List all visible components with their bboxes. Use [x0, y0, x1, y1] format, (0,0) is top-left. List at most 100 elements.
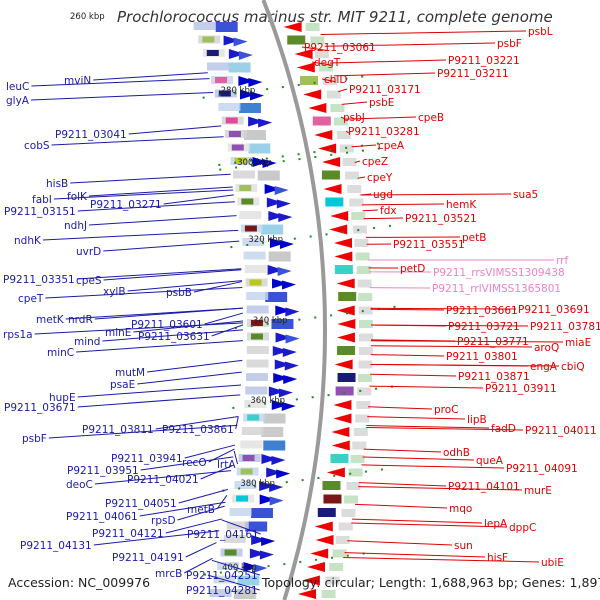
gene-label-left: P9211_03601	[131, 319, 203, 331]
gene-box	[352, 225, 367, 234]
leader-line	[233, 450, 239, 465]
leader-line	[341, 101, 368, 105]
gene-box	[261, 224, 284, 235]
leader-line	[354, 160, 361, 164]
leader-line	[45, 286, 243, 299]
scale-label: 340 kbp	[253, 316, 288, 326]
gene-label-right: P9211_03171	[349, 84, 421, 96]
leader-line	[370, 373, 457, 377]
gene-box	[243, 130, 266, 140]
gene-arrow	[279, 240, 294, 249]
gene-box	[352, 441, 367, 450]
gene-arrow	[308, 103, 327, 113]
gene-box	[242, 455, 255, 461]
gene-arrow	[306, 562, 325, 572]
leader-line	[177, 505, 225, 521]
gene-arrow	[273, 373, 290, 383]
right-label-leaders	[301, 30, 564, 563]
gene-box	[357, 279, 372, 288]
gene-arrow	[274, 186, 289, 195]
gene-box	[342, 158, 357, 166]
leader-line	[204, 312, 244, 325]
gene-arrow	[303, 89, 322, 100]
gene-box	[337, 373, 356, 382]
gene-arrow	[259, 481, 276, 491]
gene-box	[358, 320, 373, 328]
gene-box	[354, 239, 369, 247]
gene-box	[344, 495, 359, 504]
map-title: Prochlorococcus marinus str. MIT 9211, c…	[117, 8, 553, 26]
gene-box	[242, 238, 265, 246]
gene-box	[244, 225, 257, 232]
leader-line	[361, 464, 505, 469]
leader-line	[53, 189, 234, 200]
leader-line	[163, 194, 234, 205]
gene-box	[337, 346, 356, 355]
gene-box	[335, 536, 350, 544]
gene-arrow	[268, 386, 285, 397]
gene-box	[246, 359, 269, 368]
gene-arrow	[259, 494, 276, 505]
gene-label-right: P9211_04011	[525, 425, 597, 437]
gene-box	[232, 170, 255, 179]
gene-label-right: psbL	[528, 26, 553, 38]
gene-label-right: psbE	[369, 97, 394, 109]
gene-box	[355, 252, 370, 261]
gene-label-left: leuC	[6, 81, 29, 93]
gene-box	[229, 508, 252, 516]
gene-label-left: P9211_04161	[187, 529, 259, 541]
gene-label-left: hupE	[49, 392, 76, 404]
gene-box	[234, 158, 247, 164]
leader-line	[127, 280, 243, 292]
gene-label-left: P9211_04251	[186, 570, 258, 582]
leader-line	[360, 193, 512, 196]
gene-label-right: ubiE	[541, 557, 564, 569]
gene-box	[265, 292, 288, 302]
gene-box	[228, 131, 241, 137]
gene-box	[202, 36, 215, 43]
gene-label-right: P9211_04101	[448, 481, 520, 493]
gene-box	[243, 251, 266, 260]
gene-label-left: recO	[182, 457, 207, 469]
leader-line	[211, 324, 244, 337]
gene-box	[263, 440, 286, 451]
gene-label-right: P9211_03211	[437, 68, 509, 80]
gene-arrow	[281, 402, 296, 411]
gene-box	[349, 198, 364, 207]
gene-label-left: minE	[105, 327, 131, 339]
gene-box	[244, 400, 267, 408]
gene-box	[215, 22, 238, 32]
gene-label-left: P9211_04051	[105, 498, 177, 510]
gene-arrow	[334, 359, 353, 370]
gene-arrow	[284, 361, 299, 371]
gene-label-right: cpeY	[367, 172, 393, 184]
scale-tick	[232, 384, 405, 409]
scale-tick	[230, 223, 403, 249]
gene-arrow	[282, 348, 297, 357]
scale-label: 300 kbp	[237, 158, 272, 168]
left-gene-labels: leuCglyAmviNcobSP9211_03041hisBfolKfabIP…	[3, 75, 259, 597]
gene-label-left: folK	[67, 191, 88, 203]
gene-label-left: P9211_04191	[112, 552, 184, 564]
gene-arrow	[252, 157, 269, 167]
leader-line	[343, 557, 540, 563]
gene-box	[351, 212, 366, 220]
gene-label-right: fdx	[380, 205, 397, 217]
leader-line	[30, 91, 214, 101]
gene-box	[228, 62, 251, 73]
gene-arrow	[333, 238, 352, 248]
gene-arrow	[275, 305, 292, 316]
gene-arrow	[251, 535, 268, 545]
gene-arrow	[334, 251, 353, 262]
gene-arrow	[323, 184, 342, 194]
gene-box	[246, 346, 269, 354]
gene-box	[355, 414, 370, 423]
gene-label-right: P9211_03871	[458, 371, 530, 383]
gene-label-left: mviN	[64, 75, 91, 87]
gene-arrow	[278, 388, 293, 398]
gene-arrow	[258, 118, 273, 128]
gene-label-right: aroQ	[534, 342, 559, 354]
gene-label-left: P9211_03941	[111, 453, 183, 465]
leader-line	[70, 173, 231, 184]
gene-label-left: P9211_03671	[4, 402, 76, 414]
